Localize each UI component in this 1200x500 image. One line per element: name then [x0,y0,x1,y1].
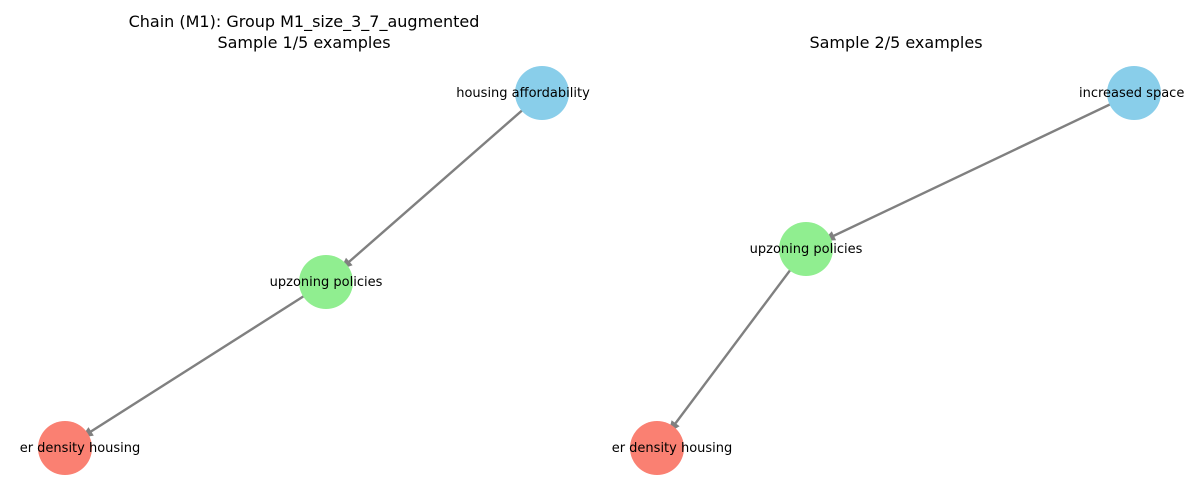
panel-1-nodes [38,66,569,475]
panel-1-node-a-label: housing affordability [456,86,590,101]
panel-1-title-line-2: Sample 1/5 examples [217,33,390,52]
panel-2-labels: increased space upzoning policies er den… [612,86,1185,456]
panel-2: Sample 2/5 examples increased space upzo… [612,33,1185,475]
panel-1-node-a [515,66,569,120]
panel-1-labels: housing affordability upzoning policies … [20,86,590,456]
panel-1: Chain (M1): Group M1_size_3_7_augmented … [20,12,590,475]
panel-2-edge-a-b [805,91,1135,251]
panel-2-node-a [1107,66,1161,120]
panel-1-title-line-1: Chain (M1): Group M1_size_3_7_augmented [129,12,480,32]
panel-2-node-b [779,222,833,276]
panel-1-edge-a-b [325,92,543,283]
panel-2-nodes [630,66,1161,475]
panel-1-node-b-label: upzoning policies [270,275,383,290]
panel-2-node-a-label: increased space [1079,86,1184,101]
panel-2-edges [656,91,1135,449]
panel-2-node-c-label: er density housing [612,441,733,456]
panel-1-node-c [38,421,92,475]
panel-2-node-c [630,421,684,475]
panel-1-node-b [299,255,353,309]
panel-1-node-c-label: er density housing [20,441,141,456]
panel-2-node-b-label: upzoning policies [750,242,863,257]
panel-1-edge-b-c [64,280,327,450]
panel-2-title-line-1: Sample 2/5 examples [809,33,982,52]
panel-2-edge-b-c [656,248,807,449]
